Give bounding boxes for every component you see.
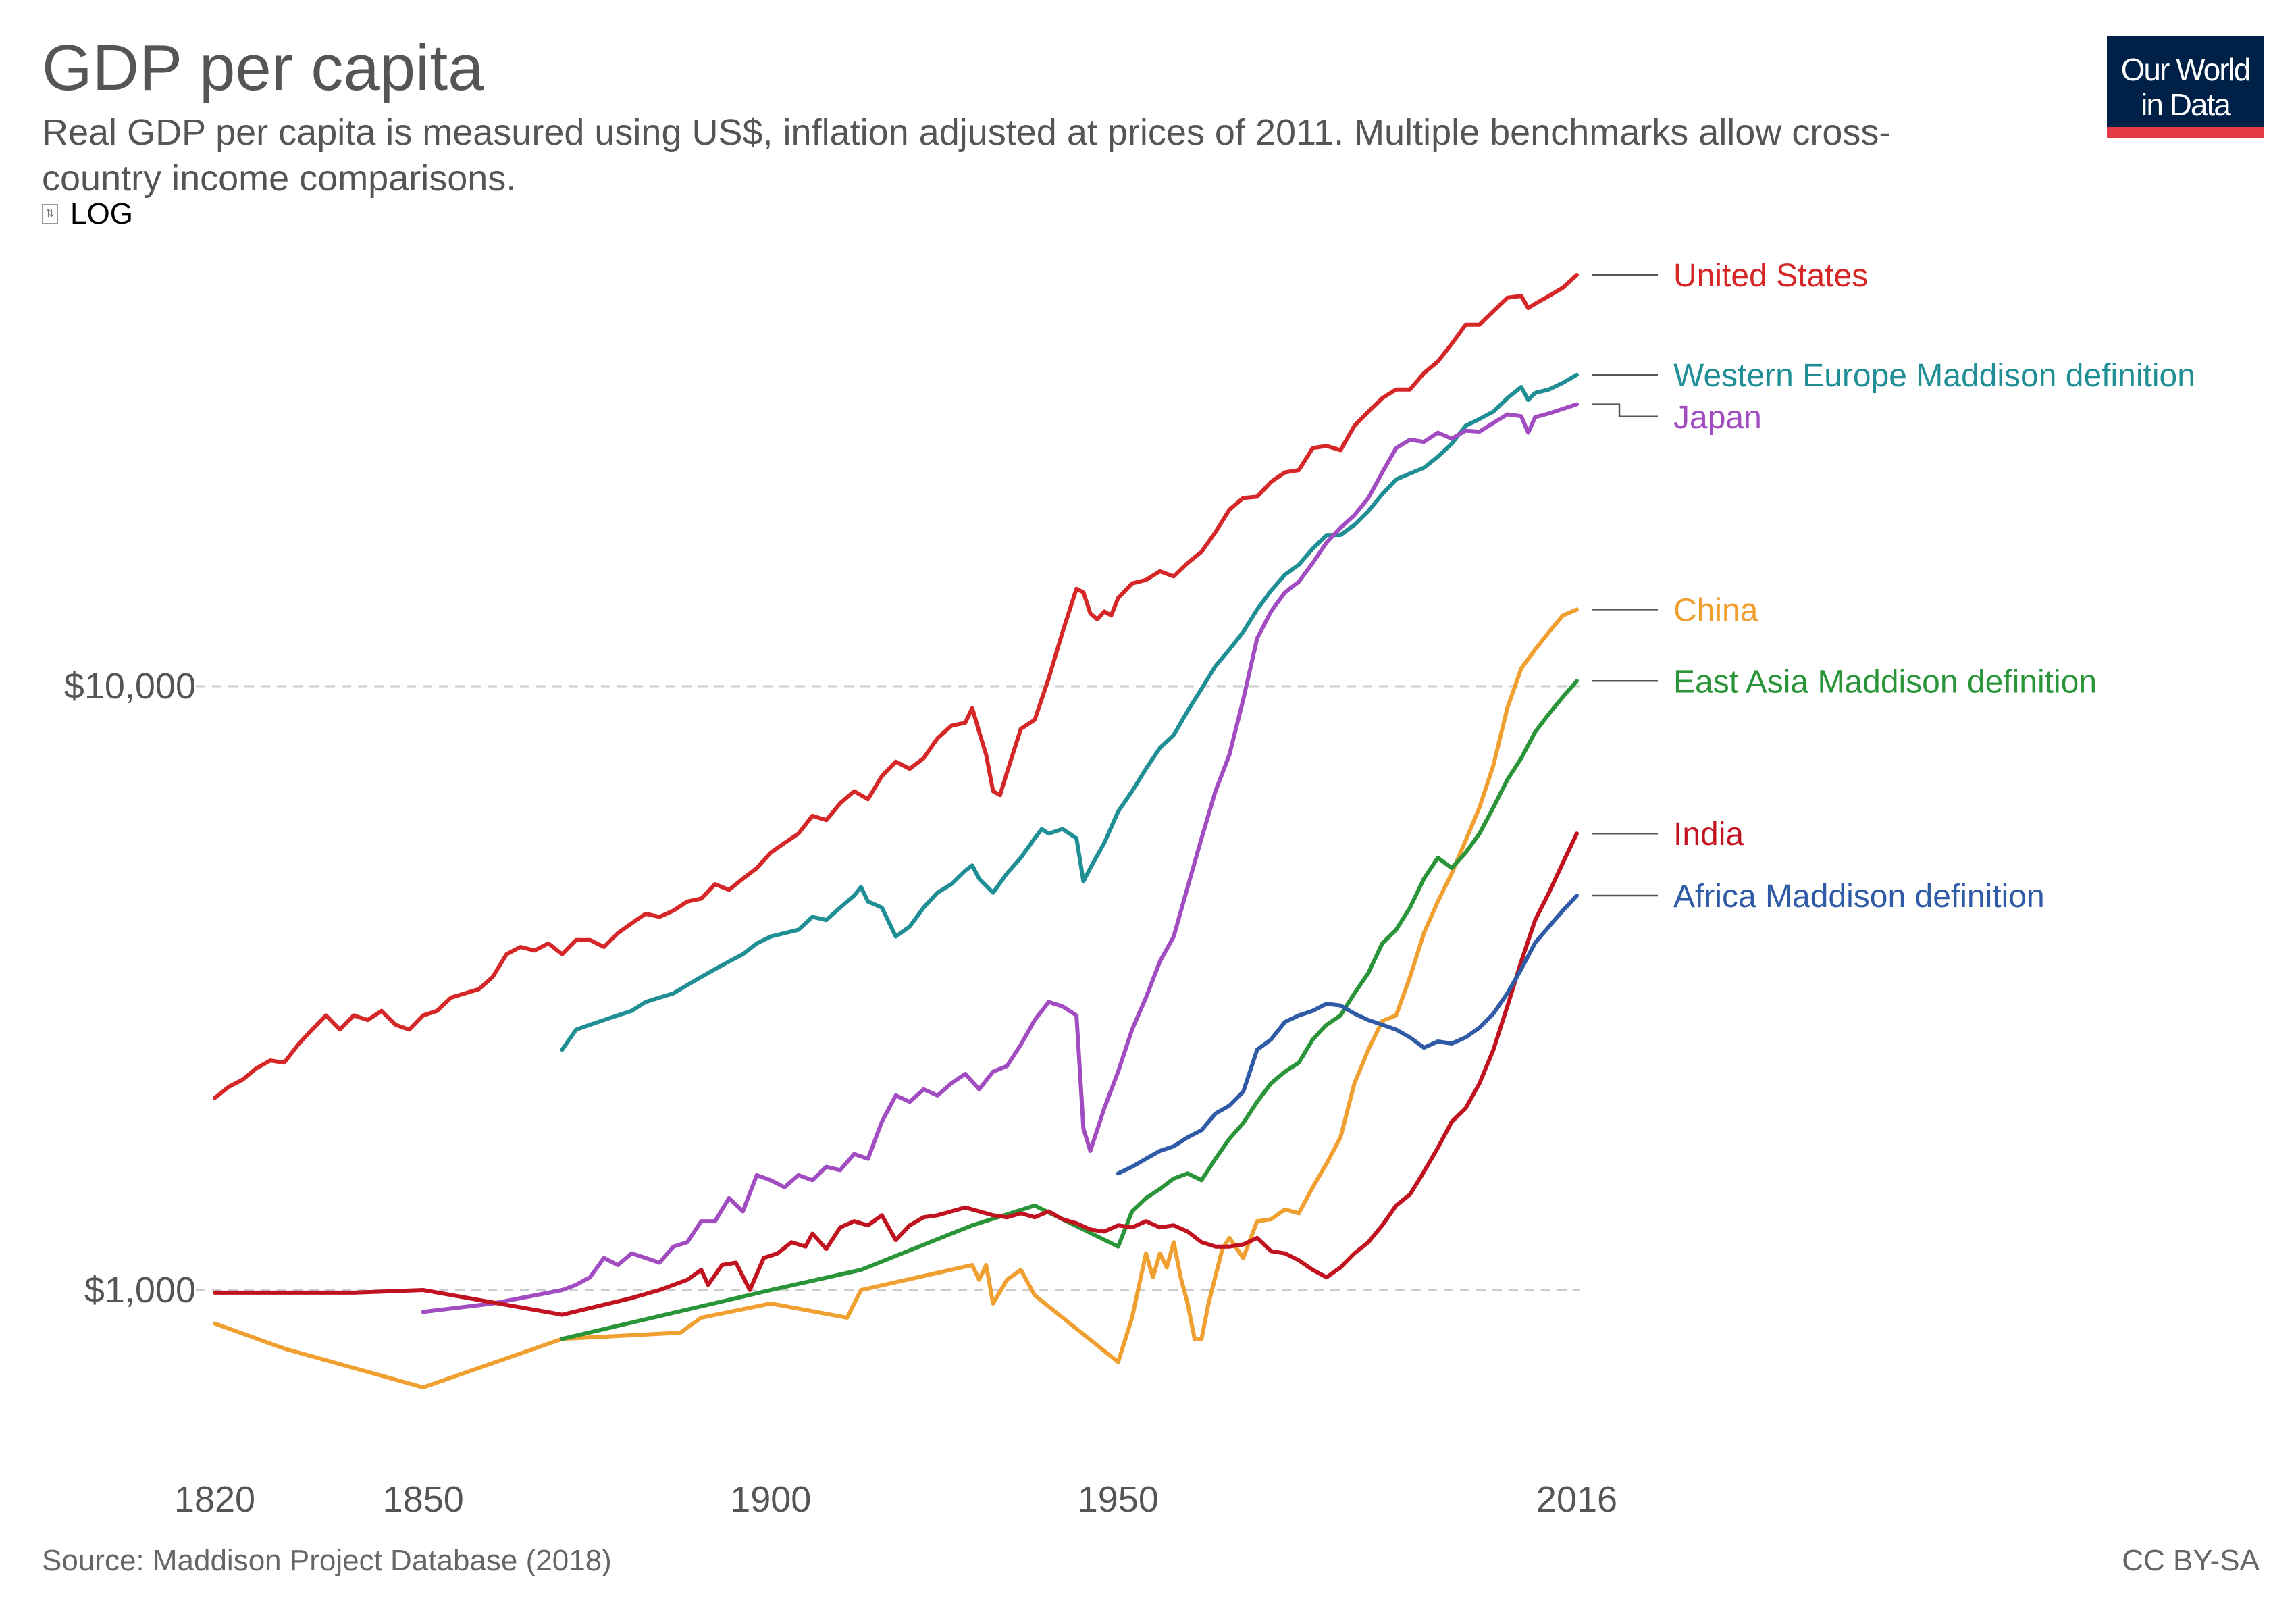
chart-subtitle: Real GDP per capita is measured using US… [42, 112, 1891, 199]
series-line-india[interactable] [213, 831, 1579, 1317]
our-world-in-data-logo[interactable]: Our World in Data [2107, 36, 2264, 138]
log-toggle-label: LOG [70, 197, 133, 230]
leader-line-japan [1592, 403, 1658, 418]
x-tick-label: 1850 [383, 1479, 464, 1520]
axes: $1,000 $10,000 1820 1850 1900 1950 2016 [64, 666, 1617, 1520]
x-tick-label: 1900 [730, 1479, 811, 1520]
y-tick-label: $1,000 [84, 1270, 196, 1310]
series-label-east-asia-maddison-definition[interactable]: East Asia Maddison definition [1673, 664, 2097, 700]
toggle-arrows-icon: ⇅ [42, 204, 58, 224]
series-line-united-states[interactable] [213, 273, 1579, 1100]
page-title: GDP per capita [42, 32, 484, 104]
series-label-india[interactable]: India [1673, 817, 1744, 852]
grid [196, 685, 1580, 1291]
series-lines [213, 273, 1579, 1390]
x-tick-label: 1820 [174, 1479, 255, 1520]
series-label-africa-maddison-definition[interactable]: Africa Maddison definition [1673, 879, 2045, 915]
x-tick-label: 2016 [1536, 1479, 1617, 1520]
series-label-western-europe-maddison-definition[interactable]: Western Europe Maddison definition [1673, 358, 2195, 394]
license-link[interactable]: CC BY-SA [2122, 1544, 2260, 1577]
series-label-united-states[interactable]: United States [1673, 258, 1868, 294]
source-note: Source: Maddison Project Database (2018) [42, 1544, 612, 1577]
series-line-japan[interactable] [421, 402, 1579, 1314]
series-line-africa-maddison-definition[interactable] [1116, 894, 1579, 1176]
series-label-japan[interactable]: Japan [1673, 400, 1762, 436]
logo-line-1: Our World [2120, 52, 2251, 87]
y-tick-label: $10,000 [64, 666, 196, 706]
series-line-western-europe-maddison-definition[interactable] [560, 372, 1579, 1052]
series-line-east-asia-maddison-definition[interactable] [560, 679, 1579, 1341]
series-label-china[interactable]: China [1673, 592, 1758, 628]
series-line-china[interactable] [213, 607, 1579, 1390]
logo-line-2: in Data [2141, 87, 2231, 122]
x-tick-label: 1950 [1078, 1479, 1159, 1520]
series-labels: United States Western Europe Maddison def… [1592, 258, 2195, 915]
logo-accent-bar [2107, 127, 2264, 138]
log-scale-toggle[interactable]: ⇅ LOG [42, 197, 133, 231]
